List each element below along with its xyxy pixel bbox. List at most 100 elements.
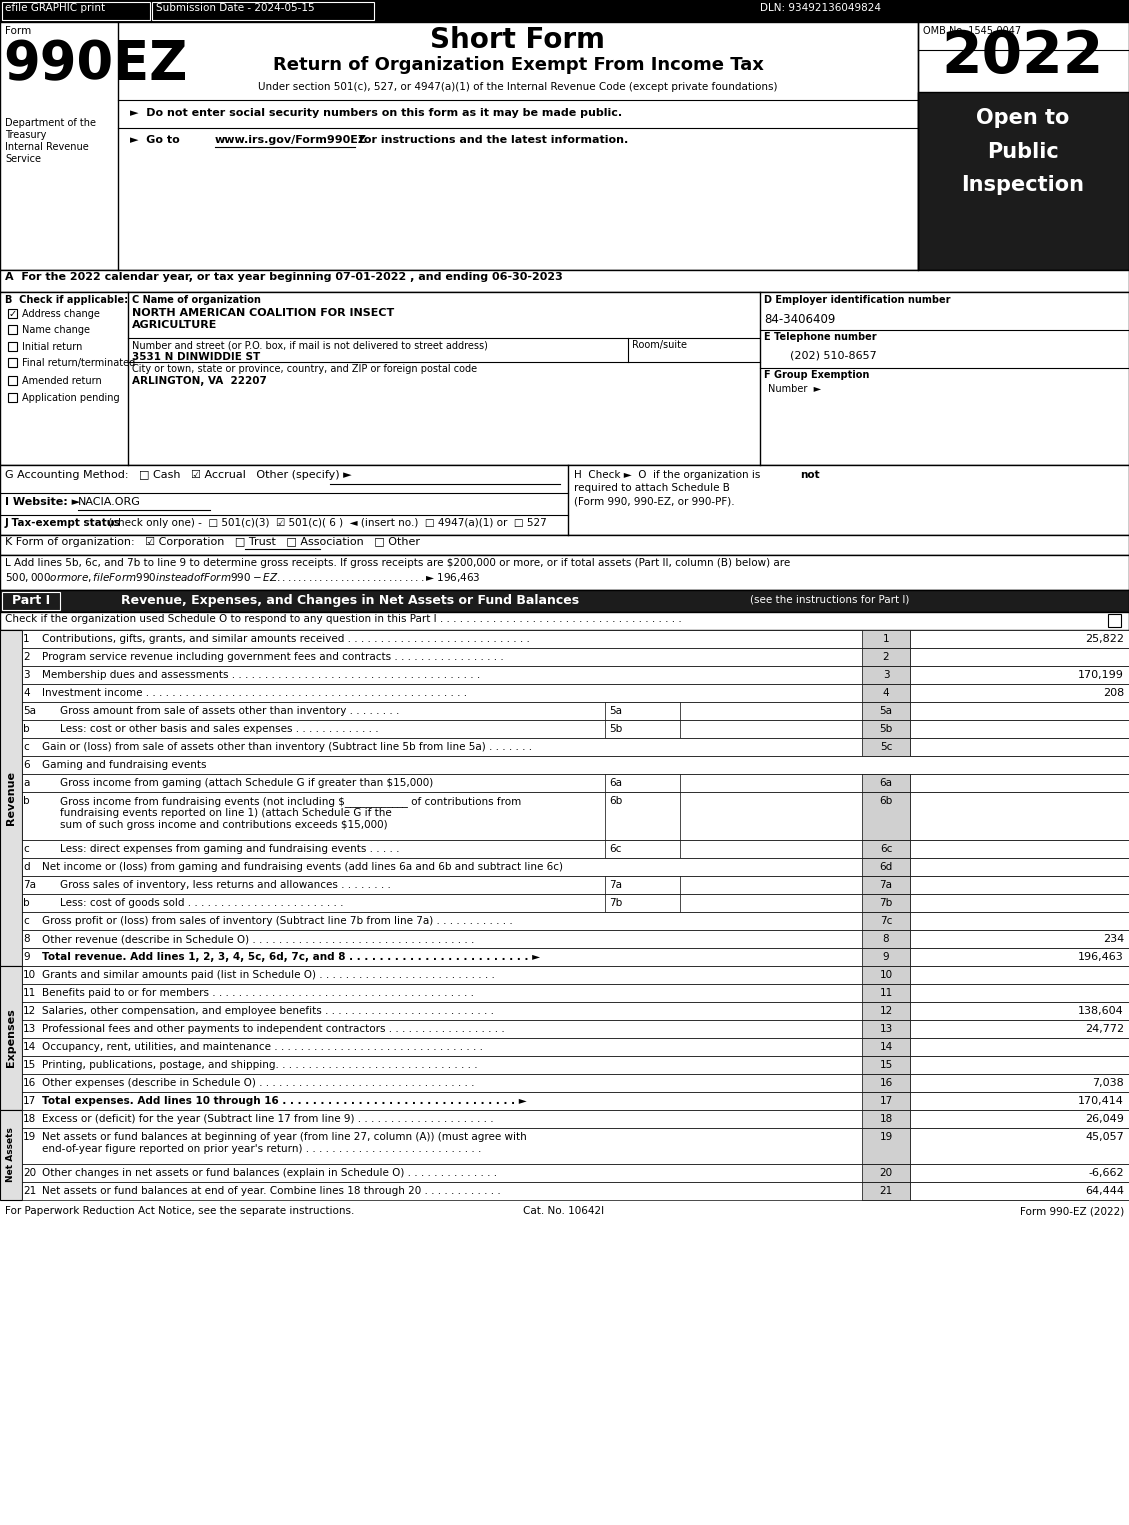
Text: 170,199: 170,199	[1078, 669, 1124, 680]
Bar	[910, 840, 1129, 859]
Text: 2: 2	[883, 653, 890, 662]
Bar	[0, 291, 1129, 465]
Bar	[863, 738, 910, 756]
Text: ✓: ✓	[9, 310, 17, 319]
Text: Revenue, Expenses, and Changes in Net Assets or Fund Balances: Revenue, Expenses, and Changes in Net As…	[121, 595, 579, 607]
Bar	[863, 1128, 910, 1164]
Text: 45,057: 45,057	[1085, 1132, 1124, 1142]
Bar	[8, 342, 17, 351]
Bar	[605, 894, 680, 912]
Text: Room/suite: Room/suite	[632, 340, 688, 351]
Bar	[910, 1164, 1129, 1182]
Bar	[0, 21, 1129, 270]
Text: Gross sales of inventory, less returns and allowances . . . . . . . .: Gross sales of inventory, less returns a…	[60, 880, 391, 891]
Text: b: b	[23, 796, 29, 807]
Bar	[910, 930, 1129, 949]
Text: NORTH AMERICAN COALITION FOR INSECT: NORTH AMERICAN COALITION FOR INSECT	[132, 308, 394, 319]
Text: www.irs.gov/Form990EZ: www.irs.gov/Form990EZ	[215, 136, 367, 145]
Text: Professional fees and other payments to independent contractors . . . . . . . . : Professional fees and other payments to …	[42, 1023, 505, 1034]
Bar	[863, 1039, 910, 1055]
Text: J Tax-exempt status: J Tax-exempt status	[5, 518, 121, 528]
Bar	[910, 702, 1129, 720]
Text: L Add lines 5b, 6c, and 7b to line 9 to determine gross receipts. If gross recei: L Add lines 5b, 6c, and 7b to line 9 to …	[5, 558, 790, 567]
Text: Gaming and fundraising events: Gaming and fundraising events	[42, 759, 207, 770]
Bar	[152, 2, 374, 20]
Bar	[21, 756, 1129, 775]
Text: 17: 17	[879, 1096, 893, 1106]
Bar	[21, 1128, 1129, 1164]
Text: B  Check if applicable:: B Check if applicable:	[5, 294, 128, 305]
Text: F Group Exemption: F Group Exemption	[764, 371, 869, 380]
Text: 4: 4	[883, 688, 890, 698]
Text: 6c: 6c	[879, 843, 892, 854]
Bar	[21, 738, 1129, 756]
Text: Net assets or fund balances at beginning of year (from line 27, column (A)) (mus: Net assets or fund balances at beginning…	[42, 1132, 527, 1142]
Text: OMB No. 1545-0047: OMB No. 1545-0047	[924, 26, 1021, 37]
Bar	[863, 720, 910, 738]
Text: Gross profit or (loss) from sales of inventory (Subtract line 7b from line 7a) .: Gross profit or (loss) from sales of inv…	[42, 917, 513, 926]
Bar	[918, 92, 1129, 270]
Bar	[910, 965, 1129, 984]
Bar	[863, 1002, 910, 1020]
Text: Initial return: Initial return	[21, 342, 82, 352]
Text: end-of-year figure reported on prior year's return) . . . . . . . . . . . . . . : end-of-year figure reported on prior yea…	[42, 1144, 481, 1154]
Bar	[863, 630, 910, 965]
Text: 5a: 5a	[609, 706, 622, 717]
Text: Form: Form	[5, 26, 32, 37]
Text: Net Assets: Net Assets	[7, 1127, 16, 1182]
Bar	[910, 1055, 1129, 1074]
Text: 10: 10	[23, 970, 36, 981]
Text: For Paperwork Reduction Act Notice, see the separate instructions.: For Paperwork Reduction Act Notice, see …	[5, 1206, 355, 1215]
Text: not: not	[800, 470, 820, 480]
Text: 13: 13	[879, 1023, 893, 1034]
Text: 21: 21	[23, 1186, 36, 1196]
Bar	[910, 912, 1129, 930]
Text: 1: 1	[23, 634, 29, 644]
Bar	[910, 775, 1129, 791]
Bar	[910, 859, 1129, 875]
Text: 5a: 5a	[879, 706, 893, 717]
Bar	[863, 666, 910, 685]
Text: 5b: 5b	[609, 724, 622, 734]
Text: Contributions, gifts, grants, and similar amounts received . . . . . . . . . . .: Contributions, gifts, grants, and simila…	[42, 634, 530, 644]
Text: 6a: 6a	[879, 778, 893, 788]
Text: A  For the 2022 calendar year, or tax year beginning 07-01-2022 , and ending 06-: A For the 2022 calendar year, or tax yea…	[5, 271, 562, 282]
Text: 84-3406409: 84-3406409	[764, 313, 835, 326]
Bar	[910, 720, 1129, 738]
Text: Form 990-EZ (2022): Form 990-EZ (2022)	[1019, 1206, 1124, 1215]
Text: 8: 8	[883, 933, 890, 944]
Bar	[863, 791, 910, 840]
Text: b: b	[23, 898, 29, 907]
Text: fundraising events reported on line 1) (attach Schedule G if the: fundraising events reported on line 1) (…	[60, 808, 392, 817]
Bar	[0, 270, 1129, 291]
Text: Less: cost or other basis and sales expenses . . . . . . . . . . . . .: Less: cost or other basis and sales expe…	[60, 724, 378, 734]
Text: Net income or (loss) from gaming and fundraising events (add lines 6a and 6b and: Net income or (loss) from gaming and fun…	[42, 862, 563, 872]
Text: 15: 15	[879, 1060, 893, 1071]
Text: 16: 16	[879, 1078, 893, 1087]
Text: Name change: Name change	[21, 325, 90, 336]
Bar	[863, 949, 910, 965]
Text: required to attach Schedule B: required to attach Schedule B	[574, 483, 729, 493]
Bar	[863, 965, 910, 1110]
Text: c: c	[23, 917, 28, 926]
Text: -6,662: -6,662	[1088, 1168, 1124, 1177]
Bar	[0, 0, 1129, 21]
Bar	[21, 840, 1129, 859]
Text: Under section 501(c), 527, or 4947(a)(1) of the Internal Revenue Code (except pr: Under section 501(c), 527, or 4947(a)(1)…	[259, 82, 778, 91]
Bar	[8, 310, 17, 319]
Bar	[863, 1182, 910, 1200]
Bar	[21, 1074, 1129, 1092]
Bar	[910, 648, 1129, 666]
Text: 64,444: 64,444	[1085, 1186, 1124, 1196]
Text: 5c: 5c	[879, 743, 892, 752]
Bar	[910, 738, 1129, 756]
Text: Salaries, other compensation, and employee benefits . . . . . . . . . . . . . . : Salaries, other compensation, and employ…	[42, 1006, 495, 1016]
Text: D Employer identification number: D Employer identification number	[764, 294, 951, 305]
Bar	[605, 702, 680, 720]
Bar	[0, 555, 1129, 590]
Bar	[21, 775, 1129, 791]
Text: 7,038: 7,038	[1092, 1078, 1124, 1087]
Text: sum of such gross income and contributions exceeds $15,000): sum of such gross income and contributio…	[60, 820, 387, 830]
Bar	[0, 465, 1129, 535]
Bar	[910, 1002, 1129, 1020]
